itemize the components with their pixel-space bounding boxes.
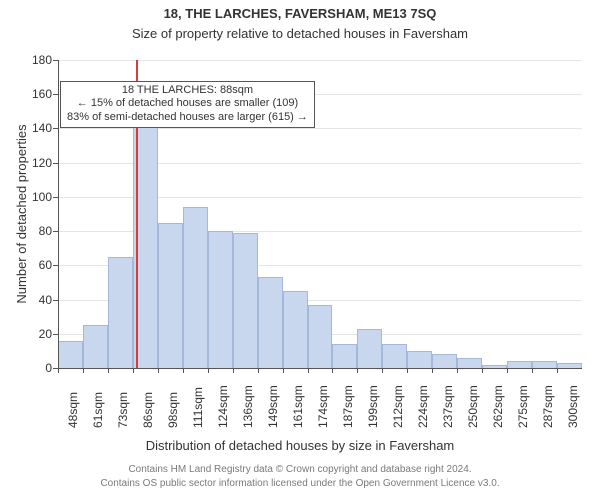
histogram-bar	[158, 223, 183, 368]
y-tick-label: 120	[32, 156, 52, 170]
histogram-bar	[532, 361, 557, 368]
y-tick-label: 40	[39, 293, 52, 307]
y-tick-label: 160	[32, 87, 52, 101]
annotation-line: ← 15% of detached houses are smaller (10…	[67, 97, 308, 111]
x-tick-label: 61sqm	[91, 392, 105, 428]
annotation-line: 18 THE LARCHES: 88sqm	[67, 84, 308, 98]
y-tick-label: 60	[39, 258, 52, 272]
x-tick-label: 237sqm	[441, 385, 455, 428]
x-tick-label: 111sqm	[191, 387, 205, 428]
x-tick-label: 124sqm	[216, 385, 230, 428]
x-tick-label: 86sqm	[141, 392, 155, 428]
histogram-bar	[233, 233, 258, 368]
plot-area: 02040608010012014016018048sqm61sqm73sqm8…	[58, 60, 582, 368]
y-axis-label: Number of detached properties	[14, 60, 29, 368]
histogram-bar	[58, 341, 83, 368]
histogram-bar	[357, 329, 382, 368]
y-tick-label: 100	[32, 190, 52, 204]
y-tick-label: 80	[39, 224, 52, 238]
x-tick-label: 262sqm	[491, 385, 505, 428]
chart-container: { "title_line1": "18, THE LARCHES, FAVER…	[0, 0, 600, 500]
histogram-bar	[382, 344, 407, 368]
x-tick-label: 224sqm	[416, 385, 430, 428]
y-tick-label: 140	[32, 121, 52, 135]
histogram-bar	[432, 354, 457, 368]
x-tick-label: 136sqm	[241, 385, 255, 428]
x-tick-label: 161sqm	[291, 385, 305, 428]
histogram-bar	[457, 358, 482, 368]
x-tick-label: 73sqm	[116, 392, 130, 428]
histogram-bar	[507, 361, 532, 368]
y-tick-label: 0	[45, 361, 52, 375]
x-tick-label: 187sqm	[341, 385, 355, 428]
histogram-bar	[407, 351, 432, 368]
y-axis-line	[58, 60, 59, 368]
histogram-bar	[283, 291, 308, 368]
histogram-bar	[332, 344, 357, 368]
x-axis-label: Distribution of detached houses by size …	[0, 438, 600, 453]
annotation-box: 18 THE LARCHES: 88sqm← 15% of detached h…	[60, 81, 315, 128]
annotation-line: 83% of semi-detached houses are larger (…	[67, 111, 308, 125]
x-tick-label: 300sqm	[566, 385, 580, 428]
histogram-bar	[208, 231, 233, 368]
histogram-bar	[108, 257, 133, 368]
chart-subtitle: Size of property relative to detached ho…	[0, 26, 600, 41]
x-tick-label: 199sqm	[366, 385, 380, 428]
x-tick-label: 212sqm	[391, 385, 405, 428]
x-tick-label: 287sqm	[541, 385, 555, 428]
x-tick-label: 48sqm	[66, 392, 80, 428]
histogram-bar	[183, 207, 208, 368]
histogram-bar	[308, 305, 333, 368]
x-tick-label: 275sqm	[516, 385, 530, 428]
footnote-1: Contains HM Land Registry data © Crown c…	[0, 464, 600, 475]
histogram-bar	[258, 277, 283, 368]
x-axis-line	[58, 368, 582, 369]
x-tick-label: 149sqm	[266, 385, 280, 428]
footnote-2: Contains OS public sector information li…	[0, 478, 600, 489]
x-tick-label: 98sqm	[166, 392, 180, 428]
y-tick-label: 20	[39, 327, 52, 341]
histogram-bar	[83, 325, 108, 368]
chart-title: 18, THE LARCHES, FAVERSHAM, ME13 7SQ	[0, 6, 600, 21]
y-tick-label: 180	[32, 53, 52, 67]
x-tick-label: 250sqm	[466, 385, 480, 428]
x-tick-label: 174sqm	[316, 385, 330, 428]
